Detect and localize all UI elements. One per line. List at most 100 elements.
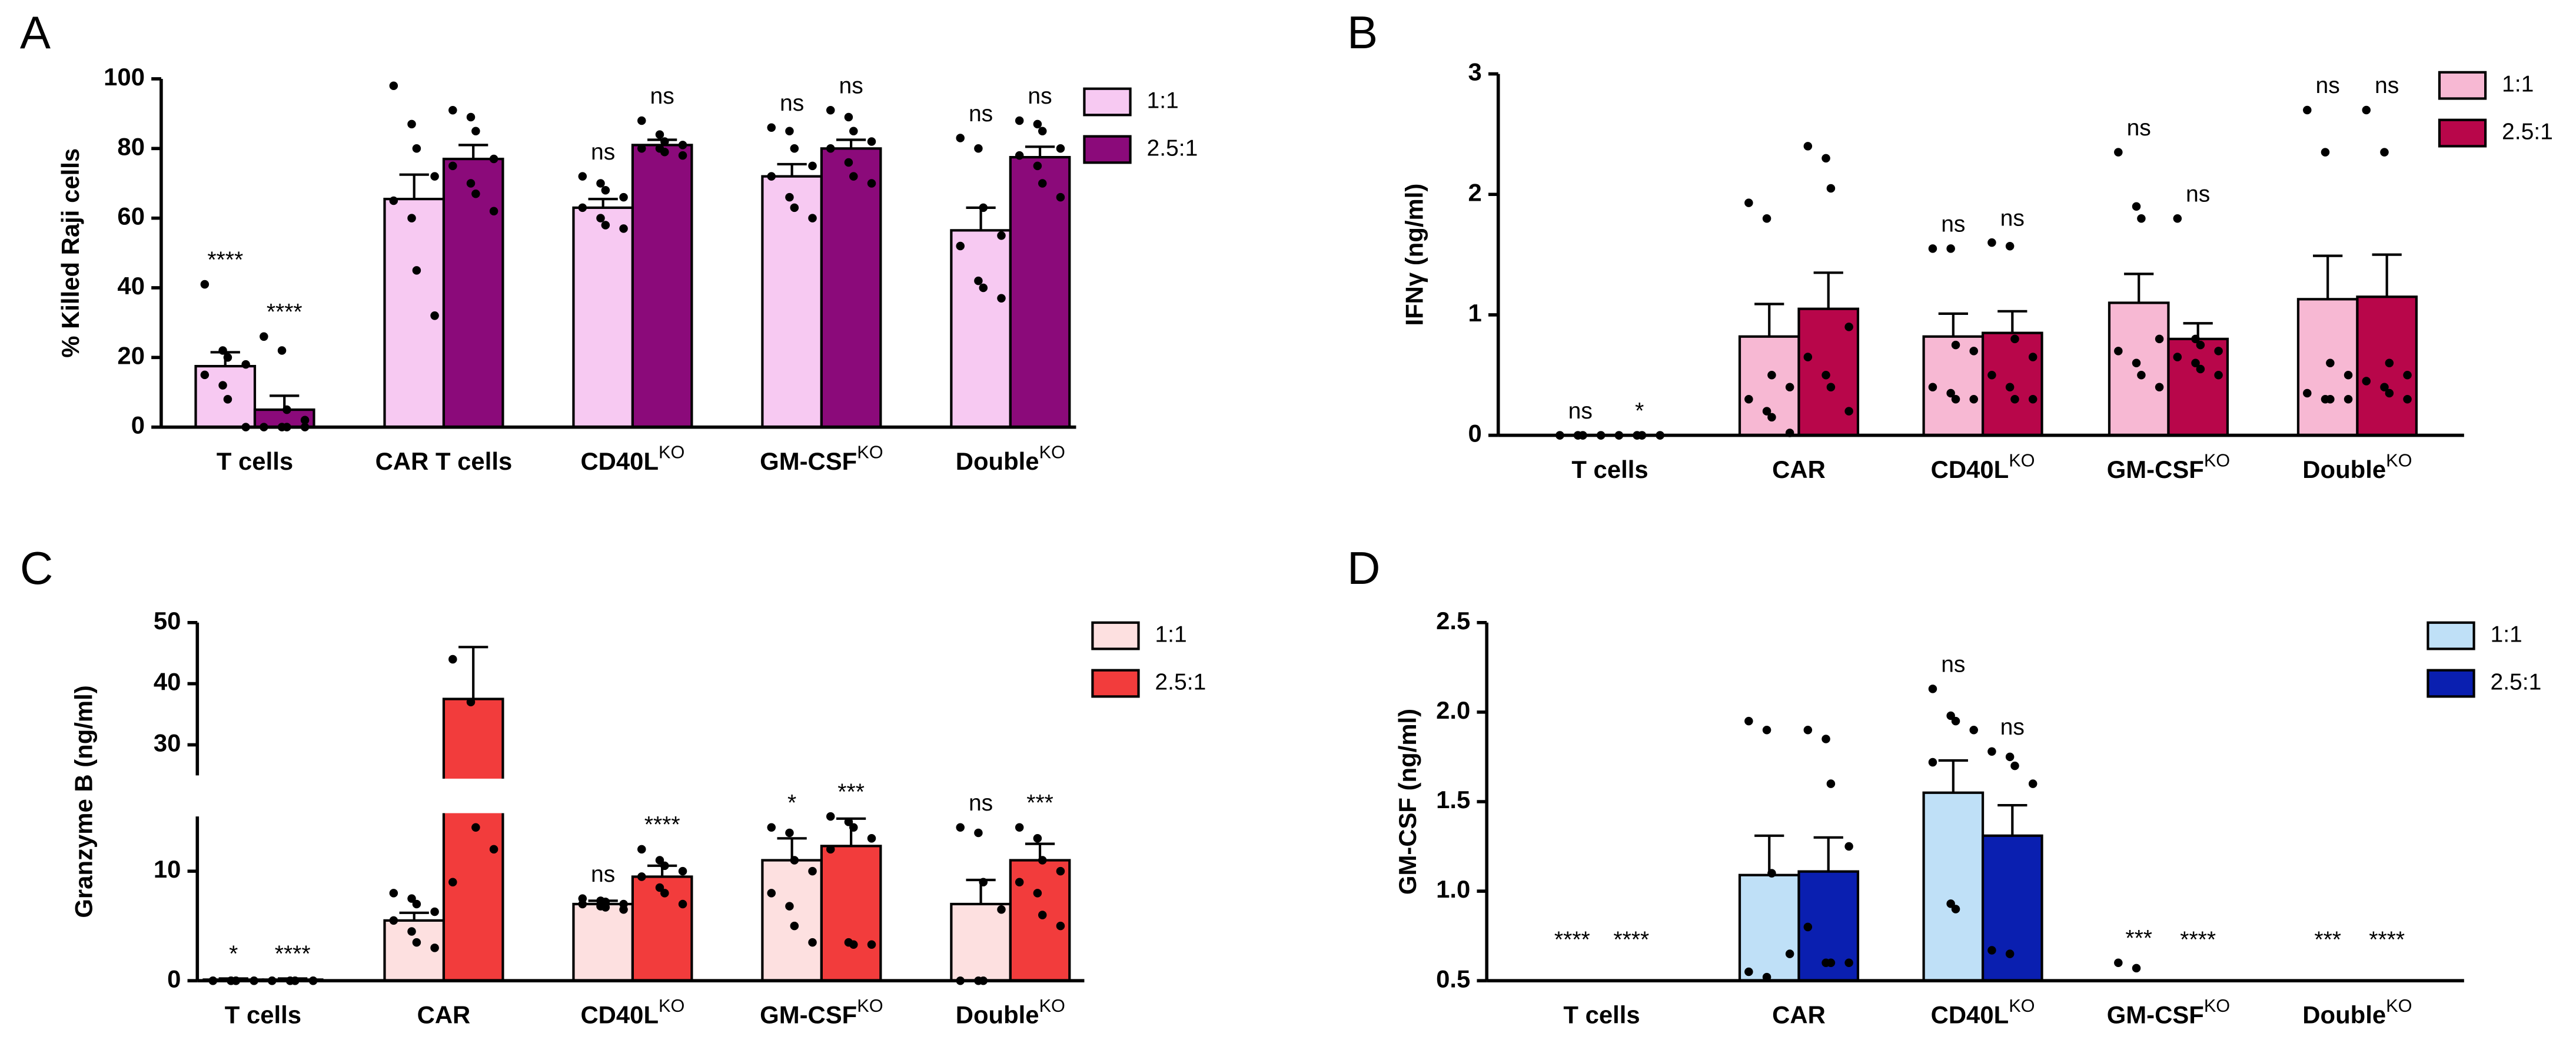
significance: ns [969,101,993,127]
data-point [1844,323,1853,331]
significance: ns [1568,398,1593,424]
significance: * [787,790,796,816]
data-point [1033,161,1042,171]
data-point [997,294,1006,303]
error-bar [1813,271,1843,309]
data-point [655,883,664,892]
data-point [997,905,1006,914]
y-axis-label: % Killed Raji cells [56,148,84,358]
x-tick-label: GM-CSFKO [760,441,883,475]
category-name: Double [2302,1001,2386,1029]
category-name: T cells [1563,1001,1640,1029]
panel-letter: A [20,6,51,58]
y-axis-label: IFNγ (ng/ml) [1400,184,1428,326]
significance: **** [2180,928,2216,953]
data-point [471,127,480,135]
data-point [1826,383,1836,391]
data-point [1767,371,1776,380]
legend-swatch [2438,118,2487,148]
y-tick-label: 50 [154,607,181,635]
data-point [389,196,398,205]
category-name: CD40L [580,1001,659,1029]
bar [1922,791,1985,982]
y-axis-label: Granzyme B (ng/ml) [70,685,98,918]
category-name: T cells [217,447,293,475]
data-point [867,834,876,843]
y-tick-label: 80 [117,132,145,160]
category-superscript: KO [857,441,883,462]
category-name: GM-CSF [2107,1001,2204,1029]
data-point [2005,949,2015,958]
error-bar [1025,145,1055,158]
data-point [1803,142,1813,151]
data-point [660,137,669,146]
significance: ns [2186,181,2210,207]
y-tick-label: 1.5 [1436,786,1470,813]
data-point [1951,905,1960,914]
bar [1738,873,1800,982]
data-point [1762,407,1771,416]
legend-swatch [1091,669,1140,698]
data-point [578,203,587,212]
legend-label: 1:1 [2490,622,2522,647]
data-point [489,154,498,164]
data-point [218,381,227,390]
data-point [471,823,480,832]
data-point [785,192,794,202]
data-point [260,332,268,341]
error-bar [777,162,807,177]
y-tick-label: 0.5 [1436,965,1470,992]
data-point [2132,964,2141,973]
significance: **** [1613,928,1649,953]
data-point [200,280,210,289]
data-point [1951,394,1960,404]
data-point [2114,148,2123,157]
significance: ns [1028,84,1052,109]
x-tick-label: T cells [225,1001,301,1029]
data-point [466,112,476,122]
data-point [979,878,988,886]
data-point [2344,394,2353,404]
data-point [790,856,799,865]
data-point [826,812,835,821]
data-point [2196,364,2205,374]
data-point [767,823,776,832]
category-superscript: KO [659,995,684,1016]
significance: *** [837,779,865,805]
x-tick-label: DoubleKO [956,995,1065,1029]
data-point [407,214,416,222]
data-point [2303,388,2312,398]
bar [950,902,1012,982]
category-name: CD40L [580,447,659,475]
y-tick-label: 2 [1468,178,1482,206]
legend-swatch [2427,669,2475,698]
data-point [637,116,646,125]
error-bar [588,198,618,208]
data-point [2403,394,2412,404]
data-point [767,172,776,181]
data-point [1946,711,1955,720]
significance: *** [2125,926,2152,951]
data-point [1744,967,1753,976]
data-point [412,144,421,153]
data-point [578,899,587,909]
data-point [660,889,669,898]
y-tick-label: 2.5 [1436,607,1470,635]
data-point [678,866,687,876]
category-superscript: KO [2386,450,2412,470]
significance: **** [207,247,243,273]
data-point [1767,869,1776,878]
bar [572,902,634,982]
data-point [1826,958,1836,968]
data-point [223,395,232,404]
data-point [1826,779,1836,788]
data-point [2362,105,2371,115]
data-point [1038,856,1047,865]
data-point [1844,407,1853,416]
panel-letter: C [20,542,53,594]
data-point [655,130,664,139]
error-bar [1938,312,1968,337]
data-point [785,902,794,911]
data-point [767,123,776,132]
data-point [1928,685,1937,693]
